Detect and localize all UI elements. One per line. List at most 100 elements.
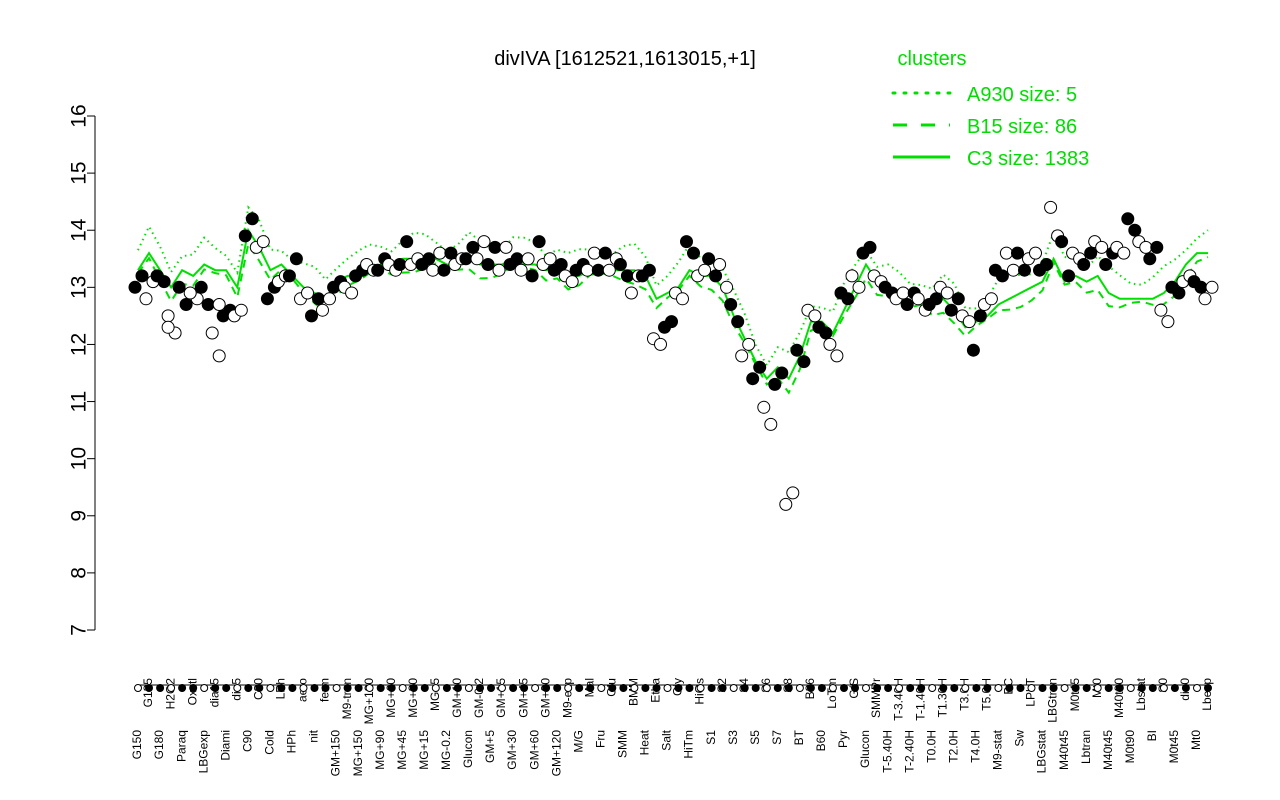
y-tick-label: 13 (68, 276, 91, 299)
condition-marker (244, 684, 253, 692)
x-tick-label: T-2.40H (902, 730, 916, 773)
x-tick-label: Mt0 (1189, 730, 1203, 750)
condition-marker (917, 684, 926, 692)
data-point (466, 240, 480, 254)
condition-marker (597, 684, 606, 692)
condition-marker (884, 684, 893, 692)
data-point (757, 400, 771, 414)
data-point (724, 298, 738, 311)
data-point (371, 263, 385, 277)
data-point (565, 275, 579, 289)
y-tick-label: 16 (68, 104, 91, 127)
data-point (289, 252, 303, 266)
data-point (201, 298, 215, 311)
condition-marker (994, 684, 1003, 692)
condition-marker (718, 684, 727, 692)
data-point (702, 252, 716, 266)
x-tick-label: M40t90 (1112, 678, 1126, 718)
data-point (1121, 212, 1135, 226)
condition-marker (1005, 684, 1014, 692)
data-point (900, 298, 914, 311)
condition-marker (310, 684, 319, 692)
x-tick-label: T-5.40H (880, 730, 894, 773)
data-point (768, 377, 782, 391)
x-tick-label: T0.0H (924, 730, 938, 763)
x-tick-label: Lbstat (1134, 677, 1148, 710)
condition-marker (464, 684, 473, 692)
x-tick-label: BI (1145, 730, 1159, 741)
legend-label-b15: B15 size: 86 (967, 116, 1077, 138)
x-tick-label: M/G (571, 730, 585, 753)
condition-marker (442, 684, 451, 692)
data-point (525, 269, 539, 283)
data-point (973, 309, 987, 323)
data-point (157, 275, 171, 289)
condition-marker (233, 684, 242, 692)
x-tick-label: GM+150 (329, 730, 343, 777)
data-point (1055, 235, 1069, 249)
data-point (161, 309, 175, 323)
x-tick-label: C90 (240, 730, 254, 752)
data-point (393, 258, 407, 271)
condition-marker (156, 684, 165, 692)
condition-marker (663, 684, 672, 692)
data-point (437, 263, 451, 277)
data-point (624, 286, 638, 300)
data-point (400, 235, 414, 249)
condition-marker (409, 684, 418, 692)
x-tick-label: M0t45 (1068, 678, 1082, 712)
x-tick-label: T4.0H (969, 730, 983, 763)
x-tick-label: LBGstat (1035, 729, 1049, 773)
condition-marker (795, 684, 804, 692)
x-tick-label: M0t90 (1123, 730, 1137, 764)
data-point (944, 303, 958, 317)
x-tick-label: S7 (770, 730, 784, 745)
condition-marker (1016, 684, 1025, 692)
condition-marker (817, 684, 826, 692)
x-tick-label: G135 (141, 678, 155, 708)
condition-marker (299, 684, 308, 692)
data-point (179, 298, 193, 311)
x-tick-label: Heat (638, 729, 652, 755)
data-point (808, 309, 822, 323)
data-point (477, 235, 491, 249)
data-point (470, 252, 484, 266)
data-point (161, 320, 175, 334)
x-tick-label: Salt (660, 729, 674, 750)
condition-marker (1082, 684, 1091, 692)
data-point (642, 263, 656, 277)
x-tick-label: T1.30H (935, 678, 949, 717)
x-tick-label: GM+15 (494, 678, 508, 718)
legend-label-a930: A930 size: 5 (967, 84, 1077, 106)
x-tick-label: GM+5 (483, 730, 497, 763)
data-point (1205, 280, 1219, 294)
x-tick-label: LBGexp (196, 730, 210, 774)
data-point (775, 366, 789, 380)
x-tick-label: T2.0H (946, 730, 960, 763)
data-point (205, 326, 219, 340)
data-point (966, 343, 980, 357)
data-point (1194, 280, 1208, 294)
chart-title: divIVA [1612521,1613015,+1] (494, 48, 756, 70)
data-point (183, 286, 197, 300)
data-point (492, 263, 506, 277)
condition-marker (751, 684, 760, 692)
data-point (746, 372, 760, 386)
data-point (1029, 246, 1042, 260)
condition-marker (1071, 684, 1080, 692)
condition-marker (343, 684, 352, 692)
condition-marker (806, 684, 815, 692)
condition-marker (1170, 684, 1179, 692)
x-tick-label: B60 (814, 730, 828, 752)
data-point (665, 315, 678, 329)
legend: clusters A930 size: 5 B15 size: 86 C3 si… (891, 48, 1089, 170)
data-points (128, 200, 1219, 511)
data-point (753, 360, 767, 374)
condition-marker (178, 684, 187, 692)
data-point (742, 337, 756, 351)
data-point (510, 252, 524, 266)
x-tick-label: MG+90 (373, 730, 387, 770)
data-point (554, 258, 568, 271)
data-point (984, 292, 998, 306)
condition-marker (1126, 684, 1135, 692)
